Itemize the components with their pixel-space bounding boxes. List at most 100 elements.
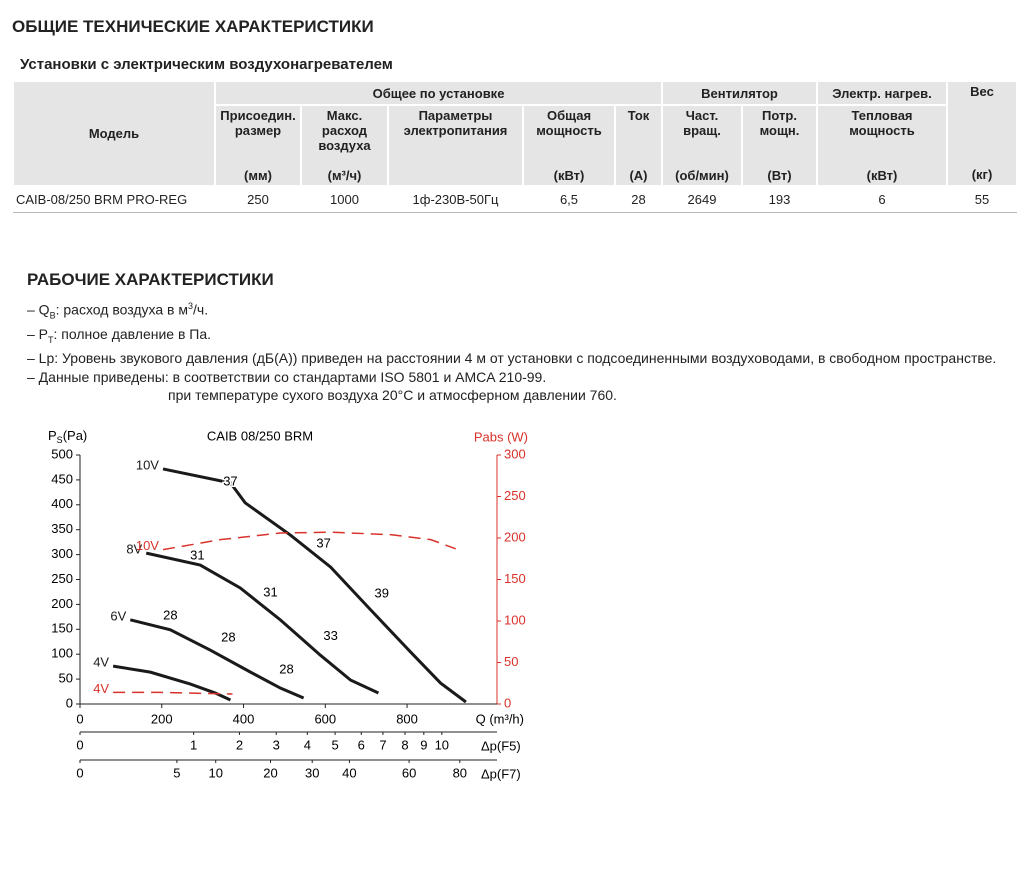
subscript: В — [49, 310, 56, 321]
filter-tick-label: 3 — [273, 737, 280, 752]
filter-tick-label: 60 — [402, 765, 416, 780]
note: – PT: полное давление в Па. — [27, 325, 996, 349]
page-title: ОБЩИЕ ТЕХНИЧЕСКИЕ ХАРАКТЕРИСТИКИ — [12, 17, 374, 36]
y-tick-label: 100 — [51, 646, 73, 661]
y-tick-label: 300 — [51, 546, 73, 561]
header-name: Ток — [627, 108, 650, 123]
x-tick-label: 0 — [76, 711, 83, 726]
y-tick-label: 450 — [51, 471, 73, 486]
y2-tick-label: 100 — [504, 612, 526, 627]
subscript: T — [48, 334, 54, 345]
filter-scale-name: Δp(F7) — [481, 766, 521, 781]
y2-tick-label: 300 — [504, 446, 526, 461]
y-tick-label: 500 — [51, 446, 73, 461]
x-tick-label: 400 — [233, 711, 255, 726]
noise-label: 28 — [279, 662, 293, 677]
label: P — [48, 428, 57, 443]
header-name: Общая мощность — [536, 108, 602, 138]
y-tick-label: 350 — [51, 521, 73, 536]
filter-tick-label: 2 — [236, 737, 243, 752]
header-name: Потр. мощн. — [759, 108, 800, 138]
y2-axis-label: Pabs (W) — [474, 429, 528, 444]
series-label: 6V — [110, 608, 126, 623]
header-cell: Тепловая мощность (кВт) — [816, 104, 948, 187]
series-line — [162, 467, 467, 704]
noise-label: 33 — [323, 628, 337, 643]
filter-tick-label: 7 — [379, 737, 386, 752]
text: : полное давление в Па. — [53, 325, 212, 342]
header-content: Ток (A) — [619, 108, 658, 183]
header-cell: Модель — [12, 80, 216, 187]
header-content: Параметры электропитания — [392, 108, 519, 183]
header-content: Тепловая мощность (кВт) — [821, 108, 943, 183]
filter-tick-label: 10 — [435, 737, 449, 752]
cell: 193 — [742, 186, 817, 213]
label-sub: S — [57, 435, 63, 445]
y-tick-label: 50 — [59, 671, 73, 686]
filter-tick-label: 6 — [358, 737, 365, 752]
series-label: 8V — [126, 542, 142, 557]
cell: 2649 — [662, 186, 742, 213]
label-unit: (Pa) — [63, 428, 88, 443]
header-unit: (A) — [629, 168, 648, 183]
header-unit: (об/мин) — [675, 168, 729, 183]
text: – P — [27, 325, 49, 342]
filter-tick-label: 0 — [76, 737, 83, 752]
text: /ч. — [193, 301, 209, 318]
header-cell: Ток (A) — [614, 104, 663, 187]
filter-tick-label: 1 — [190, 737, 197, 752]
series-line — [145, 551, 380, 695]
y-tick-label: 200 — [51, 596, 73, 611]
cell: 1000 — [301, 186, 388, 213]
x-tick-label: 200 — [151, 711, 173, 726]
header-name: Макс. расход воздуха — [318, 108, 371, 153]
chart-title: CAIB 08/250 BRM — [207, 428, 313, 443]
header-unit: (мм) — [244, 168, 272, 183]
note: при температуре сухого воздуха 20°C и ат… — [168, 387, 617, 404]
series-line — [162, 531, 456, 551]
header-cell: Част. вращ. (об/мин) — [661, 104, 743, 187]
header-content: Макс. расход воздуха (м³/ч) — [305, 108, 384, 183]
y2-tick-label: 150 — [504, 571, 526, 586]
cell: CAIB-08/250 BRM PRO-REG — [13, 186, 215, 213]
x-tick-label: 600 — [314, 711, 336, 726]
noise-label: 37 — [223, 473, 237, 488]
header-content: Част. вращ. (об/мин) — [666, 108, 738, 183]
series-label: 4V — [93, 655, 109, 670]
cell: 6,5 — [523, 186, 615, 213]
noise-label: 37 — [316, 536, 330, 551]
note: – Данные приведены: в соответствии со ст… — [27, 368, 547, 385]
text: : расход воздуха в м — [55, 301, 188, 318]
header-content: Общая мощность (кВт) — [527, 108, 611, 183]
y2-tick-label: 0 — [504, 695, 511, 710]
spec-table: Модель Общее по установке Вентилятор Эле… — [12, 80, 1018, 213]
filter-tick-label: 0 — [76, 765, 83, 780]
cell: 28 — [615, 186, 662, 213]
header-name: Част. вращ. — [683, 108, 721, 138]
series-label: 10V — [136, 457, 159, 472]
noise-label: 28 — [163, 607, 177, 622]
y2-tick-label: 250 — [504, 488, 526, 503]
filter-tick-label: 80 — [453, 765, 467, 780]
cell: 6 — [817, 186, 947, 213]
note: – Lp: Уровень звукового давления (дБ(A))… — [27, 350, 997, 367]
y-tick-label: 0 — [66, 695, 73, 710]
header-cell: Макс. расход воздуха (м³/ч) — [300, 104, 389, 187]
header-unit: (кг) — [971, 167, 993, 182]
noise-label: 28 — [221, 630, 235, 645]
filter-tick-label: 20 — [263, 765, 277, 780]
header-content: Потр. мощн. (Вт) — [746, 108, 813, 183]
filter-tick-label: 5 — [331, 737, 338, 752]
header-cell: Присоедин. размер (мм) — [214, 104, 302, 187]
group-header: Общее по установке — [214, 80, 663, 106]
filter-tick-label: 10 — [208, 765, 222, 780]
series-line — [129, 618, 305, 700]
y2-tick-label: 50 — [504, 654, 518, 669]
note: – QВ: расход воздуха в м3/ч. — [27, 297, 996, 325]
header-content: Присоедин. размер (мм) — [219, 108, 297, 183]
text: – Q — [27, 301, 50, 318]
header-cell: Параметры электропитания — [387, 104, 524, 187]
header-unit: (Вт) — [767, 168, 792, 183]
noise-label: 31 — [190, 548, 204, 563]
